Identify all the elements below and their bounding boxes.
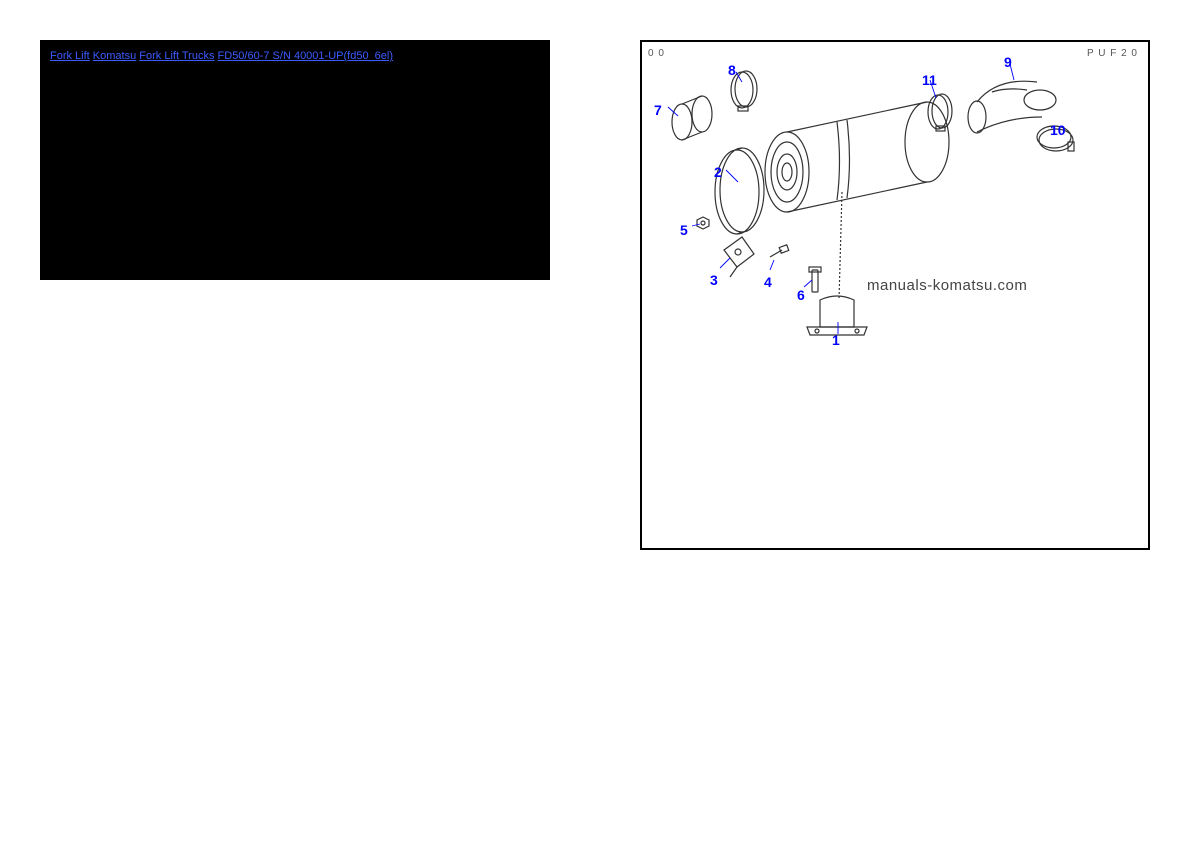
- breadcrumb: Fork Lift Komatsu Fork Lift Trucks FD50/…: [40, 40, 550, 72]
- breadcrumb-link-forklift[interactable]: Fork Lift: [50, 50, 90, 62]
- callout-9: 9: [1004, 54, 1012, 70]
- callout-6: 6: [797, 287, 805, 303]
- watermark-text: manuals-komatsu.com: [867, 277, 1027, 294]
- callout-8: 8: [728, 62, 736, 78]
- callout-5: 5: [680, 222, 688, 238]
- breadcrumb-link-komatsu[interactable]: Komatsu: [93, 50, 136, 62]
- callout-7: 7: [654, 102, 662, 118]
- page-root: Fork Lift Komatsu Fork Lift Trucks FD50/…: [0, 0, 1190, 842]
- parts-diagram: 0 0 P U F 2 0: [642, 42, 1148, 548]
- callout-11: 11: [922, 72, 937, 88]
- left-panel: Fork Lift Komatsu Fork Lift Trucks FD50/…: [40, 40, 550, 280]
- parts-diagram-svg: [642, 42, 1148, 548]
- callout-3: 3: [710, 272, 718, 288]
- callout-4: 4: [764, 274, 772, 290]
- breadcrumb-link-trucks[interactable]: Fork Lift Trucks: [139, 50, 214, 62]
- right-panel: 0 0 P U F 2 0: [640, 40, 1150, 550]
- callout-1: 1: [832, 332, 840, 348]
- breadcrumb-link-model[interactable]: FD50/60-7 S/N 40001-UP(fd50_6el): [218, 50, 393, 62]
- callout-2: 2: [714, 164, 722, 180]
- callout-10: 10: [1050, 122, 1066, 138]
